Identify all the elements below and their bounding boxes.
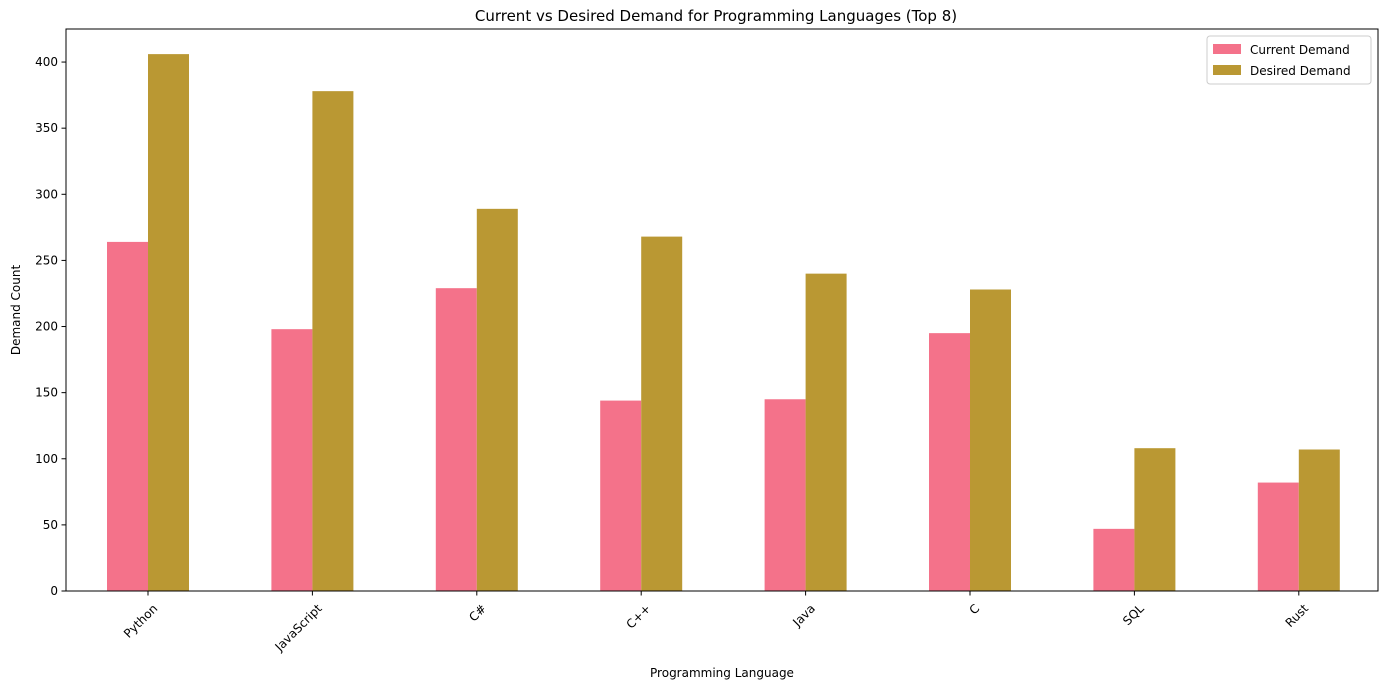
x-tick-label: C# bbox=[466, 601, 489, 624]
x-tick-label: SQL bbox=[1120, 601, 1147, 628]
bar-current-demand-c bbox=[929, 333, 970, 591]
bar-current-demand-sql bbox=[1093, 528, 1135, 591]
y-tick-label: 400 bbox=[35, 55, 58, 69]
y-axis-label: Demand Count bbox=[9, 265, 23, 356]
x-tick-label: Java bbox=[789, 601, 818, 630]
x-tick-label: C bbox=[967, 601, 983, 617]
bar-current-demand-rust bbox=[1257, 482, 1299, 591]
legend-box bbox=[1206, 35, 1372, 85]
bars-layer bbox=[107, 54, 1340, 592]
legend-swatch bbox=[1213, 65, 1241, 75]
bar-current-demand-javascript bbox=[271, 329, 313, 591]
y-axis: 0 50 100 150 200 250 300 350 400 bbox=[35, 55, 66, 598]
bar-desired-demand-cpp bbox=[641, 236, 683, 592]
x-axis-label: Programming Language bbox=[650, 666, 794, 680]
x-tick-label: C++ bbox=[623, 601, 653, 631]
x-tick-label: Python bbox=[121, 601, 160, 640]
y-tick-label: 250 bbox=[35, 253, 58, 267]
bar-current-demand-python bbox=[107, 241, 148, 591]
bar-desired-demand-c-sharp bbox=[476, 208, 518, 591]
bar-current-demand-c-sharp bbox=[435, 288, 477, 591]
bar-desired-demand-java bbox=[805, 273, 847, 591]
x-axis: Python JavaScript C# C++ Java C SQL Rust bbox=[121, 591, 1311, 655]
y-tick-label: 50 bbox=[43, 518, 58, 532]
y-tick-label: 200 bbox=[35, 320, 58, 334]
y-tick-label: 150 bbox=[35, 386, 58, 400]
chart-title: Current vs Desired Demand for Programmin… bbox=[475, 7, 957, 25]
bar-desired-demand-python bbox=[148, 54, 189, 592]
x-tick-label: JavaScript bbox=[272, 601, 325, 654]
y-tick-label: 100 bbox=[35, 452, 58, 466]
bar-current-demand-java bbox=[764, 399, 806, 591]
x-tick-label: Rust bbox=[1283, 601, 1312, 630]
bar-desired-demand-javascript bbox=[312, 91, 354, 592]
plot-frame bbox=[65, 28, 1379, 592]
y-tick-label: 300 bbox=[35, 187, 58, 201]
bar-desired-demand-c bbox=[970, 289, 1011, 591]
legend: Current Demand Desired Demand bbox=[1206, 35, 1372, 85]
y-tick-label: 0 bbox=[50, 584, 58, 598]
bar-desired-demand-sql bbox=[1134, 448, 1176, 591]
bar-desired-demand-rust bbox=[1298, 449, 1340, 591]
bar-current-demand-cpp bbox=[600, 400, 642, 591]
y-tick-label: 350 bbox=[35, 121, 58, 135]
legend-label: Desired Demand bbox=[1250, 64, 1351, 78]
legend-swatch bbox=[1213, 44, 1241, 54]
legend-label: Current Demand bbox=[1250, 43, 1350, 57]
